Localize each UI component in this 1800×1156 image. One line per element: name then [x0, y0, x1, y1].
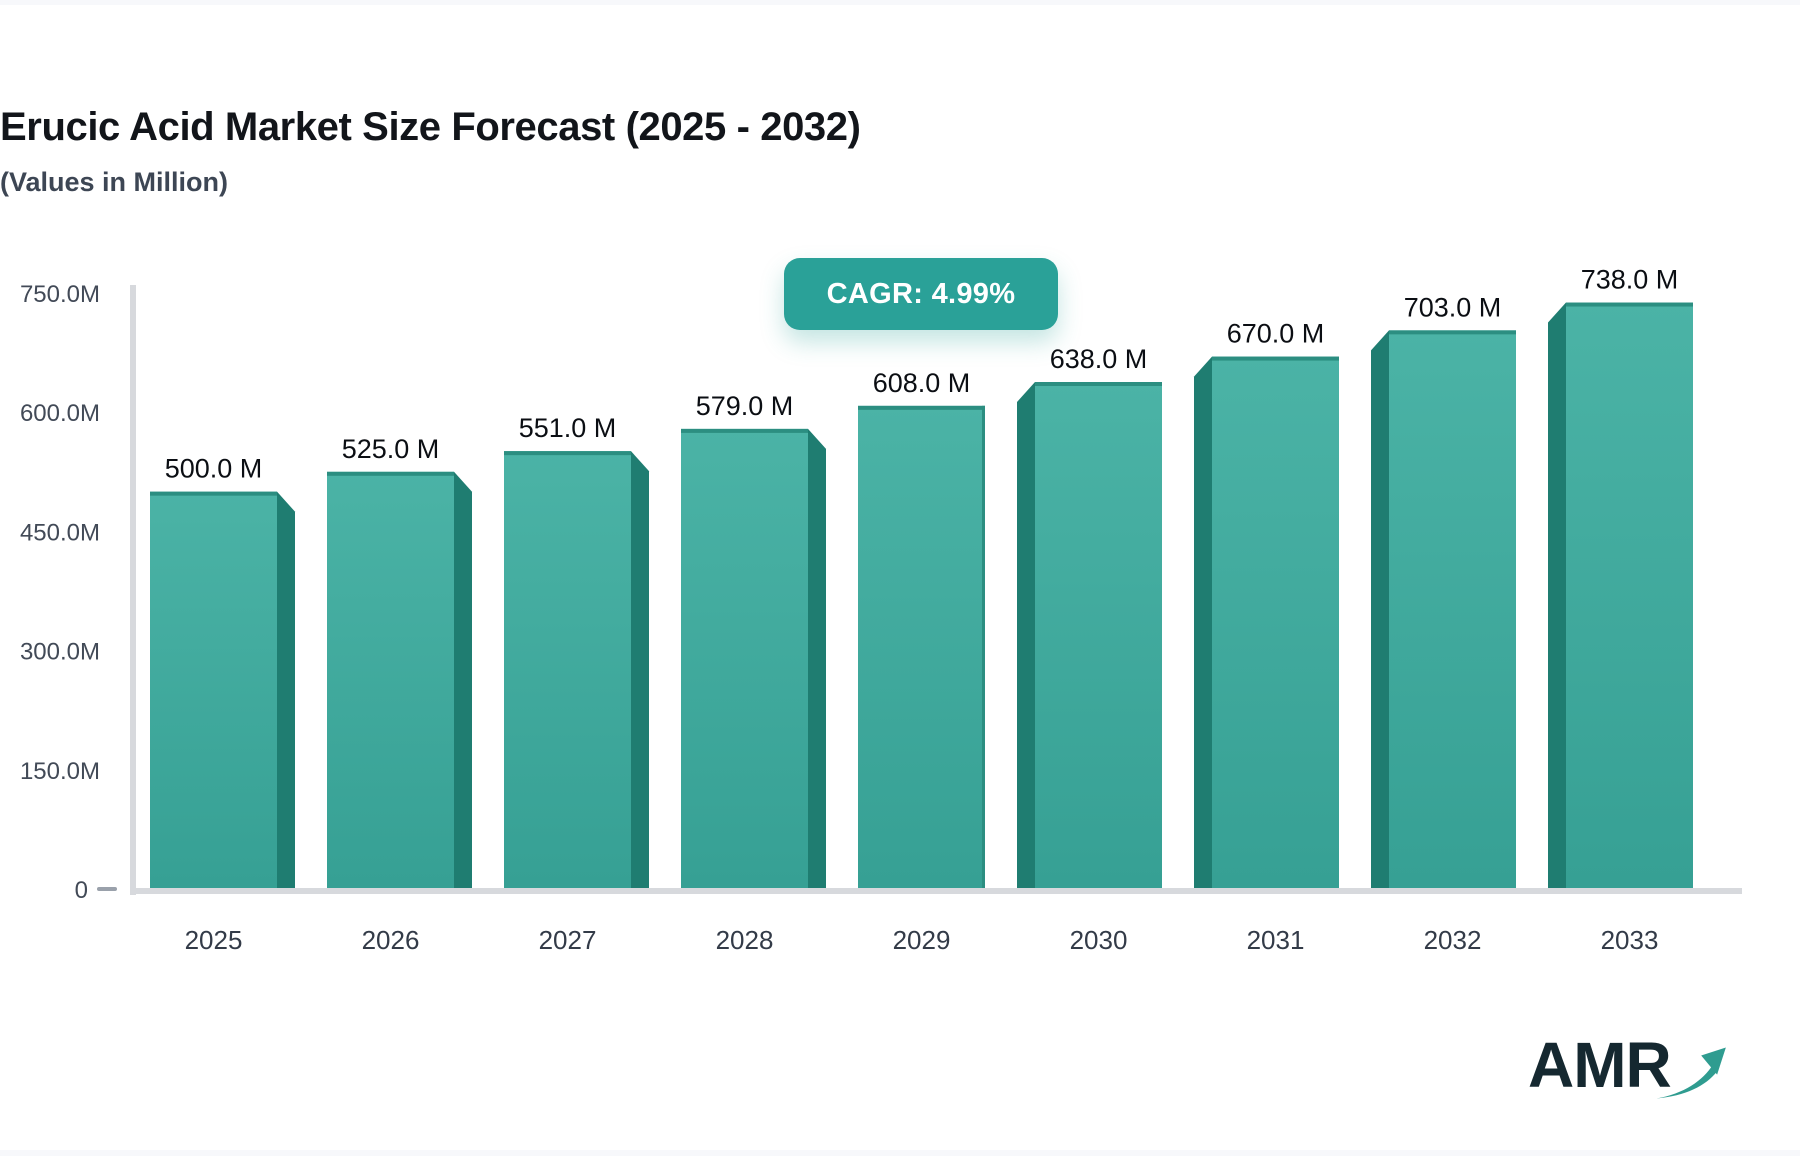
bar-side — [1548, 302, 1566, 889]
bar-value-label: 608.0 M — [873, 368, 971, 398]
chart-subtitle: (Values in Million) — [0, 167, 229, 197]
cagr-badge: CAGR: 4.99% — [784, 258, 1058, 330]
y-axis-label: 600.0M — [20, 400, 100, 427]
y-axis-label: 150.0M — [20, 758, 100, 785]
bar-top-edge — [150, 491, 277, 496]
bar-value-label: 525.0 M — [342, 434, 440, 464]
y-axis-line — [130, 285, 136, 895]
bar-top-edge — [1212, 356, 1339, 361]
x-axis-label: 2025 — [185, 925, 243, 955]
x-axis-label: 2032 — [1424, 925, 1482, 955]
amr-logo-text: AMR — [1528, 1029, 1672, 1101]
bar-value-label: 551.0 M — [519, 413, 617, 443]
x-axis-label: 2026 — [362, 925, 420, 955]
bar — [681, 428, 808, 889]
x-axis-label: 2030 — [1070, 925, 1128, 955]
x-axis-label: 2028 — [716, 925, 774, 955]
bar-top-edge — [327, 471, 454, 476]
bar-value-label: 638.0 M — [1050, 344, 1148, 374]
bar-value-label: 579.0 M — [696, 391, 794, 421]
x-axis-label: 2029 — [893, 925, 951, 955]
bar-value-label: 670.0 M — [1227, 319, 1325, 349]
bar-top-edge — [858, 405, 985, 410]
bar-side — [1194, 356, 1212, 889]
zero-tick-dash — [97, 887, 117, 891]
bar — [1566, 302, 1693, 889]
bar — [150, 491, 277, 889]
x-axis-label: 2027 — [539, 925, 597, 955]
bar-top-edge — [504, 451, 631, 456]
bar-right-edge — [982, 405, 985, 889]
chart-title: Erucic Acid Market Size Forecast (2025 -… — [0, 105, 861, 149]
bar — [858, 405, 985, 889]
x-axis-label: 2033 — [1601, 925, 1659, 955]
bar-top-edge — [681, 428, 808, 433]
growth-arrow-icon — [1656, 1047, 1726, 1099]
bar-chart: 500.0 M 2025 525.0 M 2026 551.0 M 2027 579.0 M… — [20, 265, 1742, 955]
bar-top-edge — [1566, 302, 1693, 307]
bar-top-edge — [1035, 382, 1162, 387]
x-axis-line — [130, 888, 1742, 894]
bar-side — [277, 491, 295, 889]
bar-side — [1371, 330, 1389, 889]
bar-top-edge — [1389, 330, 1516, 335]
bar-side — [454, 471, 472, 889]
bar-value-label: 703.0 M — [1404, 292, 1502, 322]
bar — [504, 451, 631, 889]
x-axis-label: 2031 — [1247, 925, 1305, 955]
bar — [1389, 330, 1516, 889]
y-axis-label: 750.0M — [20, 281, 100, 308]
bar — [1035, 382, 1162, 889]
bar-value-label: 500.0 M — [165, 454, 263, 484]
y-axis-label: 450.0M — [20, 519, 100, 546]
bar-side — [808, 428, 826, 889]
bar — [327, 471, 454, 889]
bar-side — [631, 451, 649, 889]
y-axis-label: 300.0M — [20, 639, 100, 666]
bar-side — [1017, 382, 1035, 889]
amr-logo: AMR — [1528, 1033, 1728, 1123]
y-axis-label: 0 — [75, 877, 88, 904]
cagr-badge-label: CAGR: 4.99% — [826, 277, 1016, 310]
bar — [1212, 356, 1339, 889]
bar-value-label: 738.0 M — [1581, 265, 1679, 295]
